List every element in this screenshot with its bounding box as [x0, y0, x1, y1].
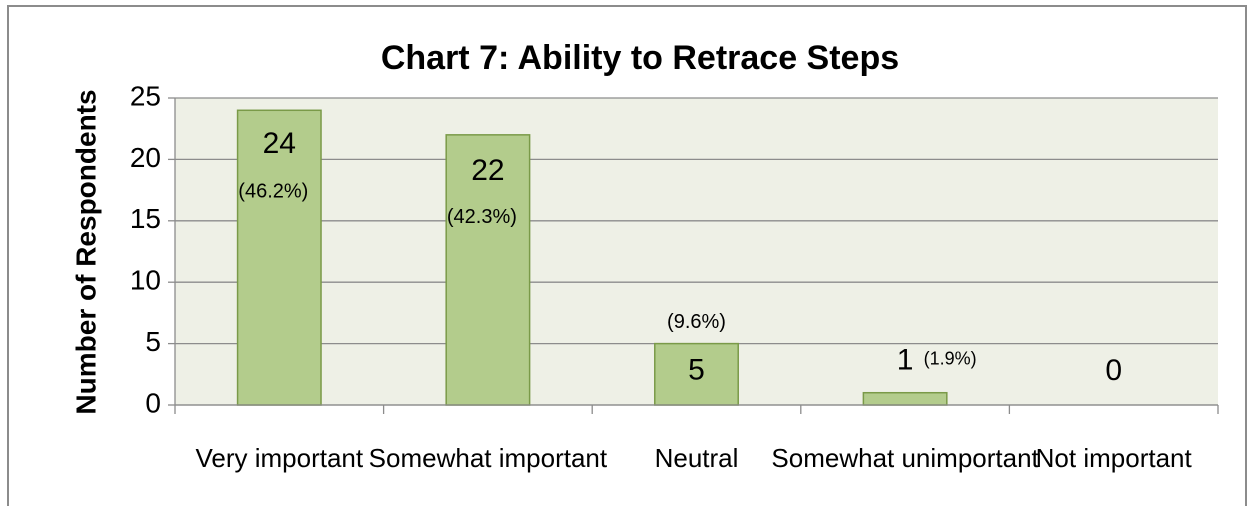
value-label: 22 — [471, 154, 504, 187]
y-tick-label: 5 — [145, 326, 161, 357]
y-tick-label: 25 — [130, 80, 161, 111]
y-tick-label: 15 — [130, 203, 161, 234]
percent-label: (1.9%) — [924, 348, 977, 368]
y-tick-label: 0 — [145, 387, 161, 418]
x-tick-label: Very important — [195, 443, 363, 473]
percent-label: (46.2%) — [238, 181, 308, 203]
percent-label: (42.3%) — [447, 206, 517, 228]
value-label: 0 — [1105, 354, 1122, 387]
x-tick-label: Somewhat important — [369, 443, 608, 473]
x-tick-label: Not important — [1036, 443, 1193, 473]
x-tick-label: Neutral — [655, 443, 739, 473]
bar — [445, 134, 531, 406]
value-label: 24 — [263, 127, 296, 160]
bar — [862, 391, 948, 406]
y-tick-label: 20 — [130, 142, 161, 173]
y-axis-title: Number of Respondents — [70, 89, 101, 414]
value-label: 1 — [897, 344, 914, 377]
percent-label: (9.6%) — [667, 311, 726, 333]
value-label: 5 — [688, 354, 705, 387]
y-tick-label: 10 — [130, 265, 161, 296]
chart-title: Chart 7: Ability to Retrace Steps — [381, 39, 899, 77]
x-tick-label: Somewhat unimportant — [771, 443, 1039, 473]
